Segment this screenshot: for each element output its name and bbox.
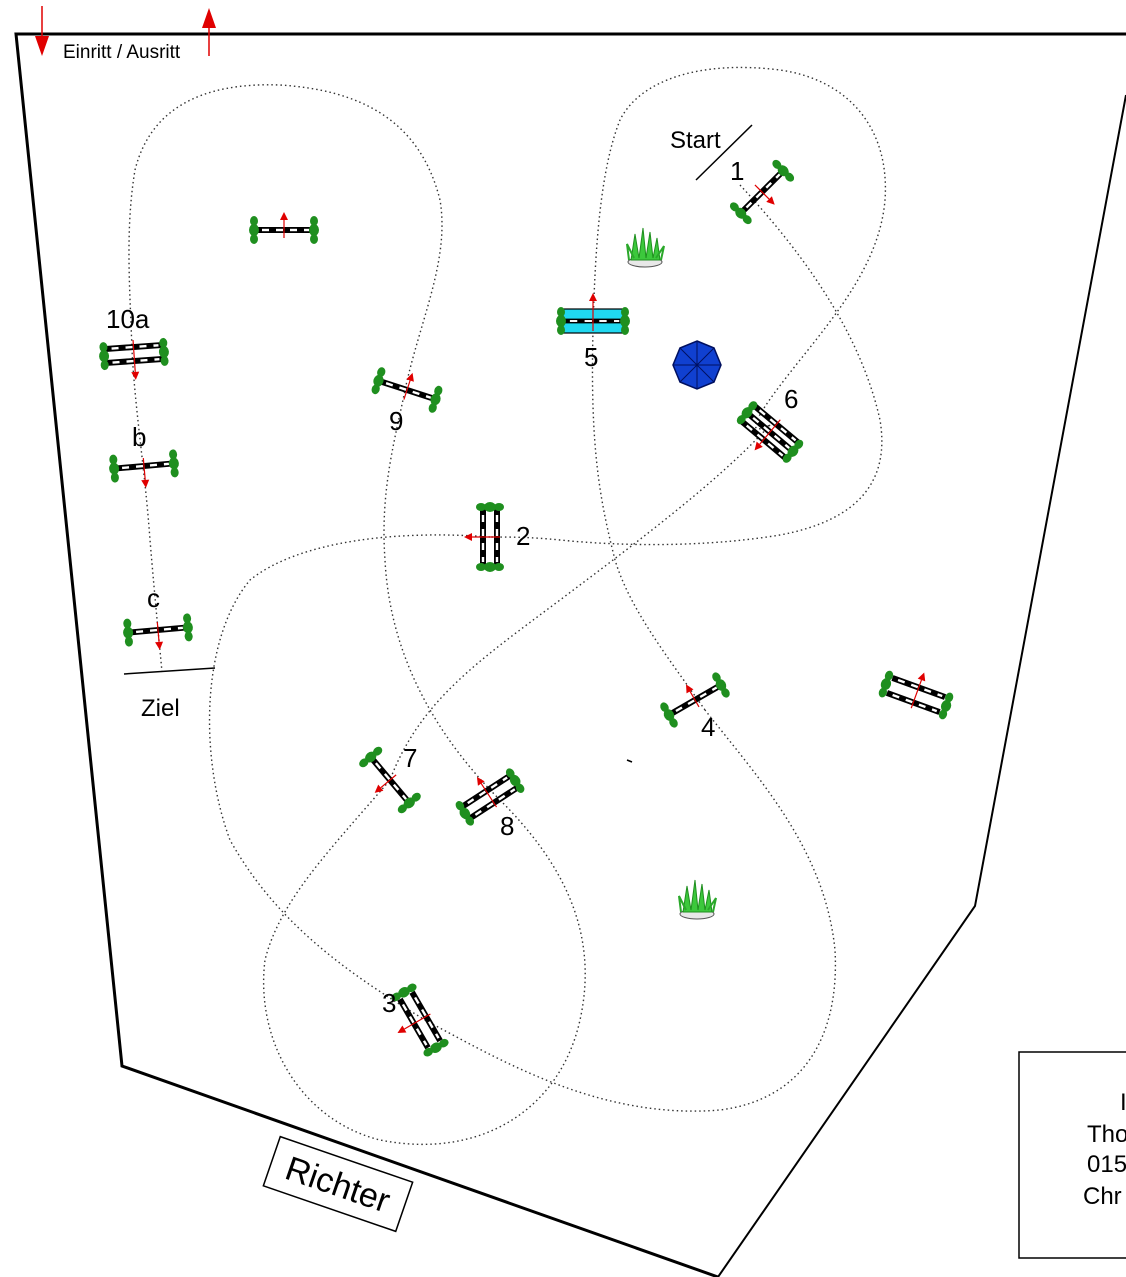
obstacle-10a	[98, 337, 170, 381]
obstacle-3	[389, 980, 451, 1060]
obstacle-2	[464, 502, 504, 572]
obstacle-6	[734, 398, 806, 466]
info-line-1: I	[1120, 1089, 1126, 1116]
obstacle-10a-number: 10a	[106, 304, 150, 334]
info-line-2: Tho	[1087, 1121, 1126, 1148]
arena-outline	[14, 32, 1126, 1277]
start-label: Start	[670, 127, 721, 154]
obstacle-10c	[121, 613, 195, 651]
obstacle-7-number: 7	[403, 743, 417, 773]
center-mark	[626, 759, 633, 763]
info-box: I Tho 015 Chr	[1018, 1051, 1126, 1259]
obstacle-1-number: 1	[730, 156, 744, 186]
obstacle-8-number: 8	[500, 811, 514, 841]
obstacle-unnumbered-top	[249, 212, 319, 244]
obstacle-9	[369, 365, 445, 415]
obstacle-9-number: 9	[389, 406, 403, 436]
obstacle-10c-number: c	[147, 583, 160, 613]
entrance-label: Einritt / Ausritt	[63, 42, 181, 63]
finish-label: Ziel	[141, 695, 180, 722]
obstacle-2-number: 2	[516, 521, 530, 551]
info-line-4: Chr	[1083, 1183, 1122, 1210]
plant-pot-icon	[678, 879, 717, 920]
obstacle-10b	[107, 449, 181, 489]
start-line	[695, 124, 753, 181]
finish-line	[123, 667, 216, 675]
plant-pot-icon	[626, 227, 665, 268]
riding-track	[128, 66, 887, 1145]
obstacle-6-number: 6	[784, 384, 798, 414]
obstacle-7	[356, 744, 424, 816]
obstacle-8	[453, 766, 527, 828]
obstacle-1	[727, 157, 797, 227]
obstacle-5-water	[556, 293, 630, 335]
entrance-out-arrow	[202, 8, 216, 56]
entrance-in-arrow	[35, 6, 49, 56]
umbrella-icon	[672, 340, 722, 390]
obstacle-3-number: 3	[382, 988, 396, 1018]
arena-outline-right	[717, 94, 1126, 1277]
judge-box: Richter	[262, 1135, 414, 1233]
obstacle-10b-number: b	[132, 422, 146, 452]
obstacle-5-number: 5	[584, 342, 598, 372]
obstacle-unnumbered-right	[876, 669, 956, 721]
obstacle-4	[657, 670, 733, 730]
obstacle-4-number: 4	[701, 712, 715, 742]
info-line-3: 015	[1087, 1151, 1126, 1178]
